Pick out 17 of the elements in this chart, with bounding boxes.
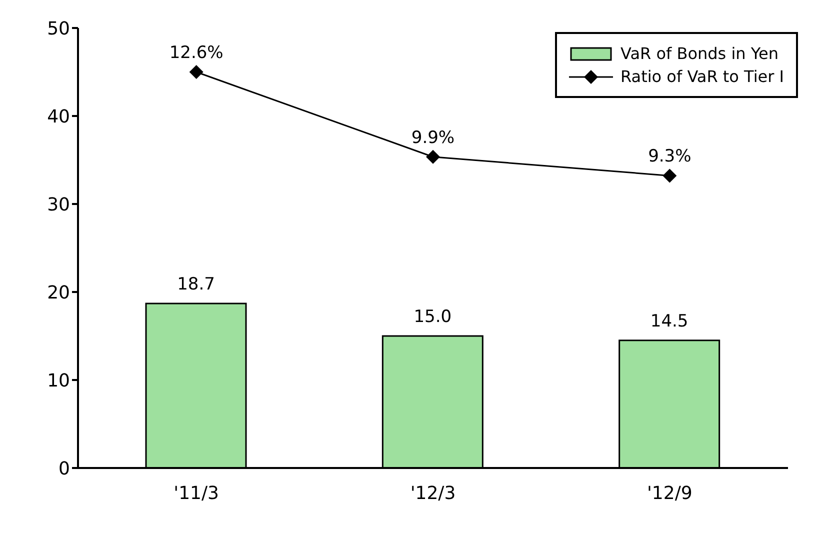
y-tick-label: 10 xyxy=(47,370,70,392)
data-label: 12.6% xyxy=(169,43,224,63)
data-label: 9.3% xyxy=(648,146,692,167)
data-label: 15.0 xyxy=(414,307,452,327)
legend-label: Ratio of VaR to Tier I xyxy=(620,67,784,86)
x-tick-label: '12/9 xyxy=(646,482,692,504)
x-tick-label: '12/3 xyxy=(410,482,456,504)
y-tick-label: 0 xyxy=(58,458,70,480)
y-tick-label: 20 xyxy=(47,282,70,304)
data-label: 14.5 xyxy=(650,311,688,332)
x-tick-label: '11/3 xyxy=(174,482,220,504)
data-label: 9.9% xyxy=(411,128,455,148)
y-tick-label: 30 xyxy=(47,194,70,216)
legend-label: VaR of Bonds in Yen xyxy=(620,44,779,63)
y-tick-label: 40 xyxy=(47,106,70,128)
data-label: 18.7 xyxy=(177,274,215,294)
y-tick-label: 50 xyxy=(47,18,70,40)
